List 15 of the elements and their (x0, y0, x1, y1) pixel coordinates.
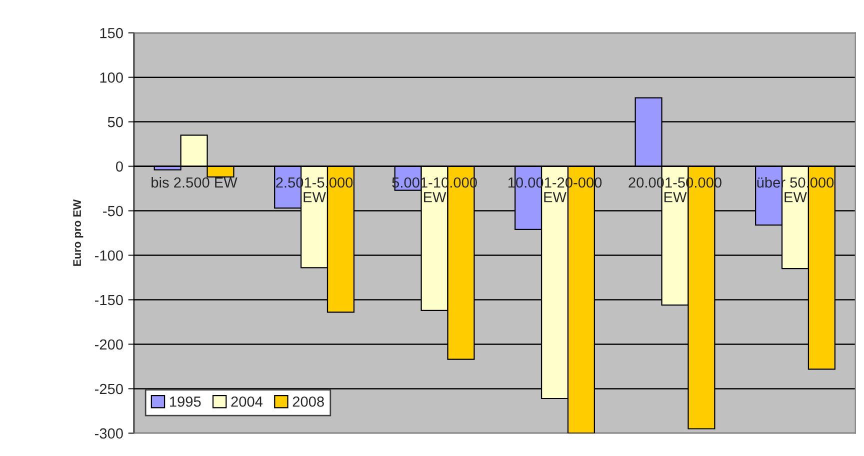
y-tick-label: -300 (94, 428, 123, 439)
y-tick-label: -150 (94, 294, 123, 306)
y-tick-label: 50 (108, 116, 123, 128)
legend-label: 1995 (170, 396, 201, 407)
legend-label: 2004 (231, 396, 263, 407)
y-tick-label: -100 (94, 250, 123, 261)
y-tick-label: 100 (100, 72, 123, 83)
y-axis-title: Euro pro EW (73, 199, 84, 266)
y-tick-label: -50 (103, 206, 123, 216)
y-tick-label: -250 (94, 384, 123, 394)
legend-label: 2008 (292, 396, 324, 407)
y-tick-label: -200 (94, 339, 123, 350)
y-tick-label: 150 (100, 28, 123, 38)
x-tick-label: bis 2.500 EW (152, 176, 238, 188)
y-tick-label: 0 (116, 161, 123, 172)
